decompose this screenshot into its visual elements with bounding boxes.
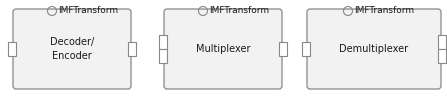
Text: Multiplexer: Multiplexer	[196, 44, 250, 54]
Text: IMFTransform: IMFTransform	[354, 7, 415, 15]
Bar	[279, 42, 287, 56]
FancyBboxPatch shape	[164, 9, 282, 89]
Bar	[438, 49, 446, 63]
Bar	[8, 42, 16, 56]
Text: Demultiplexer: Demultiplexer	[339, 44, 409, 54]
Text: IMFTransform: IMFTransform	[59, 7, 118, 15]
Text: Decoder/
Encoder: Decoder/ Encoder	[50, 37, 94, 61]
Bar	[159, 35, 167, 49]
Bar	[128, 42, 136, 56]
FancyBboxPatch shape	[307, 9, 441, 89]
Bar	[159, 49, 167, 63]
Text: IMFTransform: IMFTransform	[210, 7, 270, 15]
FancyBboxPatch shape	[13, 9, 131, 89]
Bar	[438, 35, 446, 49]
Bar	[302, 42, 310, 56]
